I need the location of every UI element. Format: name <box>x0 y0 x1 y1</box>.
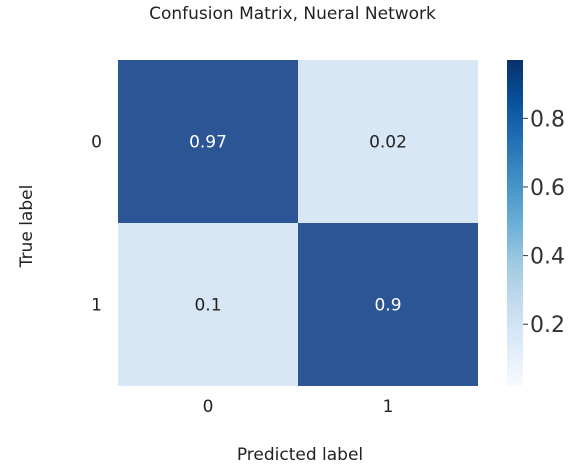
colorbar-tick-label: 0.6 <box>530 176 565 201</box>
cell-value-label: 0.02 <box>369 133 407 153</box>
heatmap-cell <box>118 223 298 386</box>
y-tick-label: 0 <box>91 133 102 153</box>
cell-value-label: 0.1 <box>194 296 221 316</box>
y-axis-label: True label <box>17 184 37 268</box>
colorbar-tick-label: 0.4 <box>530 245 565 270</box>
chart-title: Confusion Matrix, Nueral Network <box>149 4 436 24</box>
colorbar <box>507 60 523 386</box>
heatmap-cell <box>298 223 478 386</box>
heatmap-cell <box>118 60 298 223</box>
x-axis-label: Predicted label <box>236 445 364 465</box>
colorbar-tick-label: 0.8 <box>530 107 565 132</box>
cell-value-label: 0.9 <box>374 296 401 316</box>
colorbar-tick-label: 0.2 <box>530 313 565 338</box>
cell-value-label: 0.97 <box>189 133 227 153</box>
y-tick-label: 1 <box>91 296 102 316</box>
x-tick-label: 1 <box>383 397 394 417</box>
x-tick-label: 0 <box>203 397 214 417</box>
heatmap-cell <box>298 60 478 223</box>
